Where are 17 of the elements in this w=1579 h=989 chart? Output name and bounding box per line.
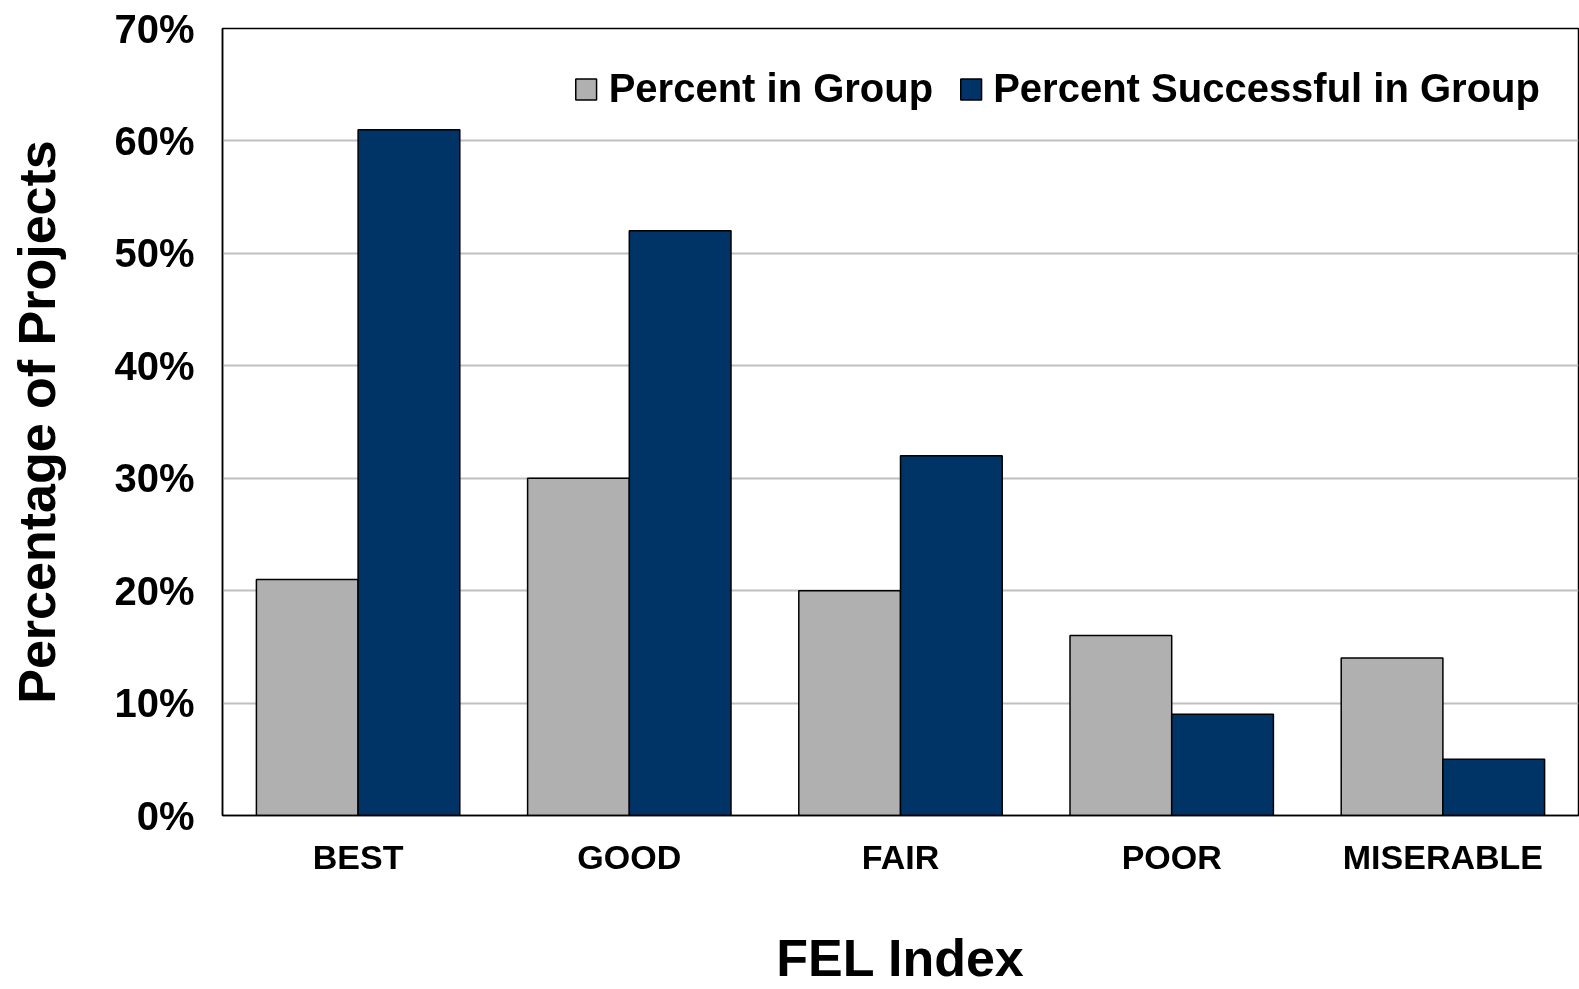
x-tick-label: GOOD xyxy=(577,837,682,876)
legend-label: Percent in Group xyxy=(608,66,934,111)
y-tick-label: 70% xyxy=(114,6,195,51)
x-tick-label: MISERABLE xyxy=(1342,837,1544,876)
x-tick-label: BEST xyxy=(312,837,404,876)
y-tick-label: 10% xyxy=(114,681,195,726)
y-tick-label: 40% xyxy=(114,343,195,388)
x-tick-label: POOR xyxy=(1121,837,1222,876)
x-tick-label: FAIR xyxy=(861,837,940,876)
y-tick-label: 60% xyxy=(114,118,195,163)
y-tick-label: 0% xyxy=(136,793,195,838)
legend-label: Percent Successful in Group xyxy=(993,66,1540,111)
y-tick-label: 30% xyxy=(114,456,195,501)
y-axis-title: Percentage of Projects xyxy=(8,140,67,704)
x-axis-title: FEL Index xyxy=(776,928,1024,987)
y-tick-label: 50% xyxy=(114,231,195,276)
y-tick-label: 20% xyxy=(114,568,195,613)
